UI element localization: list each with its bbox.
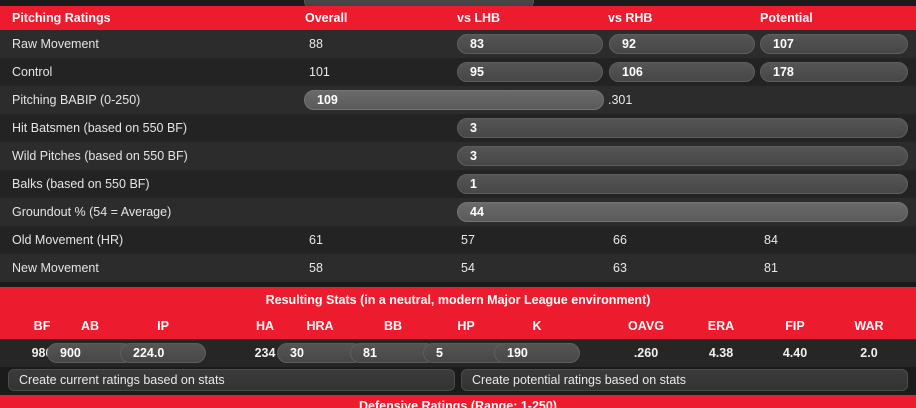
stat-value-era: 4.38 bbox=[708, 346, 734, 360]
cell-potential: 81 bbox=[764, 261, 778, 275]
input-wild-pitches[interactable]: 3 bbox=[457, 146, 908, 166]
row-label: Balks (based on 550 BF) bbox=[12, 177, 150, 191]
stat-col-fip: FIP bbox=[785, 319, 805, 333]
stat-value-fip: 4.40 bbox=[782, 346, 808, 360]
ratings-header-vs-lhb: vs LHB bbox=[457, 11, 501, 25]
row-label: Wild Pitches (based on 550 BF) bbox=[12, 149, 188, 163]
input-stat-bb[interactable]: 81 bbox=[350, 343, 436, 363]
input-vs-lhb[interactable]: 83 bbox=[457, 34, 603, 54]
resulting-stats-title: Resulting Stats (in a neutral, modern Ma… bbox=[0, 287, 916, 313]
table-row: Balks (based on 550 BF) 1 bbox=[0, 170, 916, 198]
cell-overall: 58 bbox=[309, 261, 323, 275]
input-groundout-pct[interactable]: 44 bbox=[457, 202, 908, 222]
cell-vs-lhb: 54 bbox=[461, 261, 475, 275]
row-label: Hit Batsmen (based on 550 BF) bbox=[12, 121, 188, 135]
resulting-stats-values: 986 900 224.0 234 30 81 5 190 .260 4.38 … bbox=[0, 339, 916, 367]
row-label: Old Movement (HR) bbox=[12, 233, 124, 247]
stat-col-hp: HP bbox=[457, 319, 475, 333]
table-row: Groundout % (54 = Average) 44 bbox=[0, 198, 916, 226]
stat-col-ha: HA bbox=[255, 319, 275, 333]
stat-col-ab: AB bbox=[80, 319, 100, 333]
ratings-header-potential: Potential bbox=[760, 11, 813, 25]
row-label: Control bbox=[12, 65, 53, 79]
table-row: Pitching BABIP (0-250) 109 .301 bbox=[0, 86, 916, 114]
create-current-ratings-button[interactable]: Create current ratings based on stats bbox=[8, 369, 455, 391]
stat-col-ip: IP bbox=[157, 319, 169, 333]
row-label: Groundout % (54 = Average) bbox=[12, 205, 172, 219]
stat-col-hra: HRA bbox=[306, 319, 334, 333]
table-row: Raw Movement 88 83 92 107 bbox=[0, 30, 916, 58]
cell-vs-rhb: 63 bbox=[613, 261, 627, 275]
cell-overall: 101 bbox=[309, 65, 330, 79]
cell-overall: 61 bbox=[309, 233, 323, 247]
cell-potential: 84 bbox=[764, 233, 778, 247]
input-vs-rhb[interactable]: 106 bbox=[609, 62, 755, 82]
input-vs-rhb[interactable]: 92 bbox=[609, 34, 755, 54]
defensive-ratings-title: Defensive Ratings (Range: 1-250) bbox=[359, 399, 557, 408]
stat-value-war: 2.0 bbox=[860, 346, 878, 360]
stat-value-oavg: .260 bbox=[633, 346, 659, 360]
cell-vs-rhb: 66 bbox=[613, 233, 627, 247]
ratings-header-row: Pitching Ratings Overall vs LHB vs RHB P… bbox=[0, 6, 916, 30]
stat-col-k: K bbox=[532, 319, 542, 333]
pitching-ratings-table: Pitching Ratings Overall vs LHB vs RHB P… bbox=[0, 6, 916, 282]
resulting-stats-columns: BF AB IP HA HRA BB HP K OAVG ERA FIP WAR bbox=[0, 313, 916, 339]
stat-value-ha: 234 bbox=[254, 346, 276, 360]
table-row: Hit Batsmen (based on 550 BF) 3 bbox=[0, 114, 916, 142]
stat-col-bb: BB bbox=[383, 319, 403, 333]
input-vs-lhb[interactable]: 95 bbox=[457, 62, 603, 82]
stat-col-war: WAR bbox=[854, 319, 884, 333]
input-stat-k[interactable]: 190 bbox=[494, 343, 580, 363]
table-row: Control 101 95 106 178 bbox=[0, 58, 916, 86]
defensive-ratings-header: Defensive Ratings (Range: 1-250) bbox=[0, 395, 916, 408]
input-potential[interactable]: 107 bbox=[760, 34, 908, 54]
create-potential-ratings-button[interactable]: Create potential ratings based on stats bbox=[461, 369, 908, 391]
input-hit-batsmen[interactable]: 3 bbox=[457, 118, 908, 138]
input-balks[interactable]: 1 bbox=[457, 174, 908, 194]
stat-col-bf: BF bbox=[33, 319, 51, 333]
input-pitching-babip[interactable]: 109 bbox=[304, 90, 604, 110]
ratings-header-title: Pitching Ratings bbox=[12, 11, 111, 25]
table-row: New Movement 58 54 63 81 bbox=[0, 254, 916, 282]
cell-overall: 88 bbox=[309, 37, 323, 51]
input-stat-ip[interactable]: 224.0 bbox=[120, 343, 206, 363]
row-label: Raw Movement bbox=[12, 37, 99, 51]
table-row: Old Movement (HR) 61 57 66 84 bbox=[0, 226, 916, 254]
stat-col-oavg: OAVG bbox=[628, 319, 664, 333]
action-button-row: Create current ratings based on stats Cr… bbox=[0, 367, 916, 393]
row-label: Pitching BABIP (0-250) bbox=[12, 93, 141, 107]
cell-babip-derived: .301 bbox=[608, 93, 633, 107]
stat-col-era: ERA bbox=[707, 319, 735, 333]
cell-vs-lhb: 57 bbox=[461, 233, 475, 247]
ratings-header-vs-rhb: vs RHB bbox=[608, 11, 653, 25]
ratings-header-overall: Overall bbox=[305, 11, 348, 25]
input-potential[interactable]: 178 bbox=[760, 62, 908, 82]
input-stat-hp[interactable]: 5 bbox=[423, 343, 509, 363]
row-label: New Movement bbox=[12, 261, 99, 275]
table-row: Wild Pitches (based on 550 BF) 3 bbox=[0, 142, 916, 170]
